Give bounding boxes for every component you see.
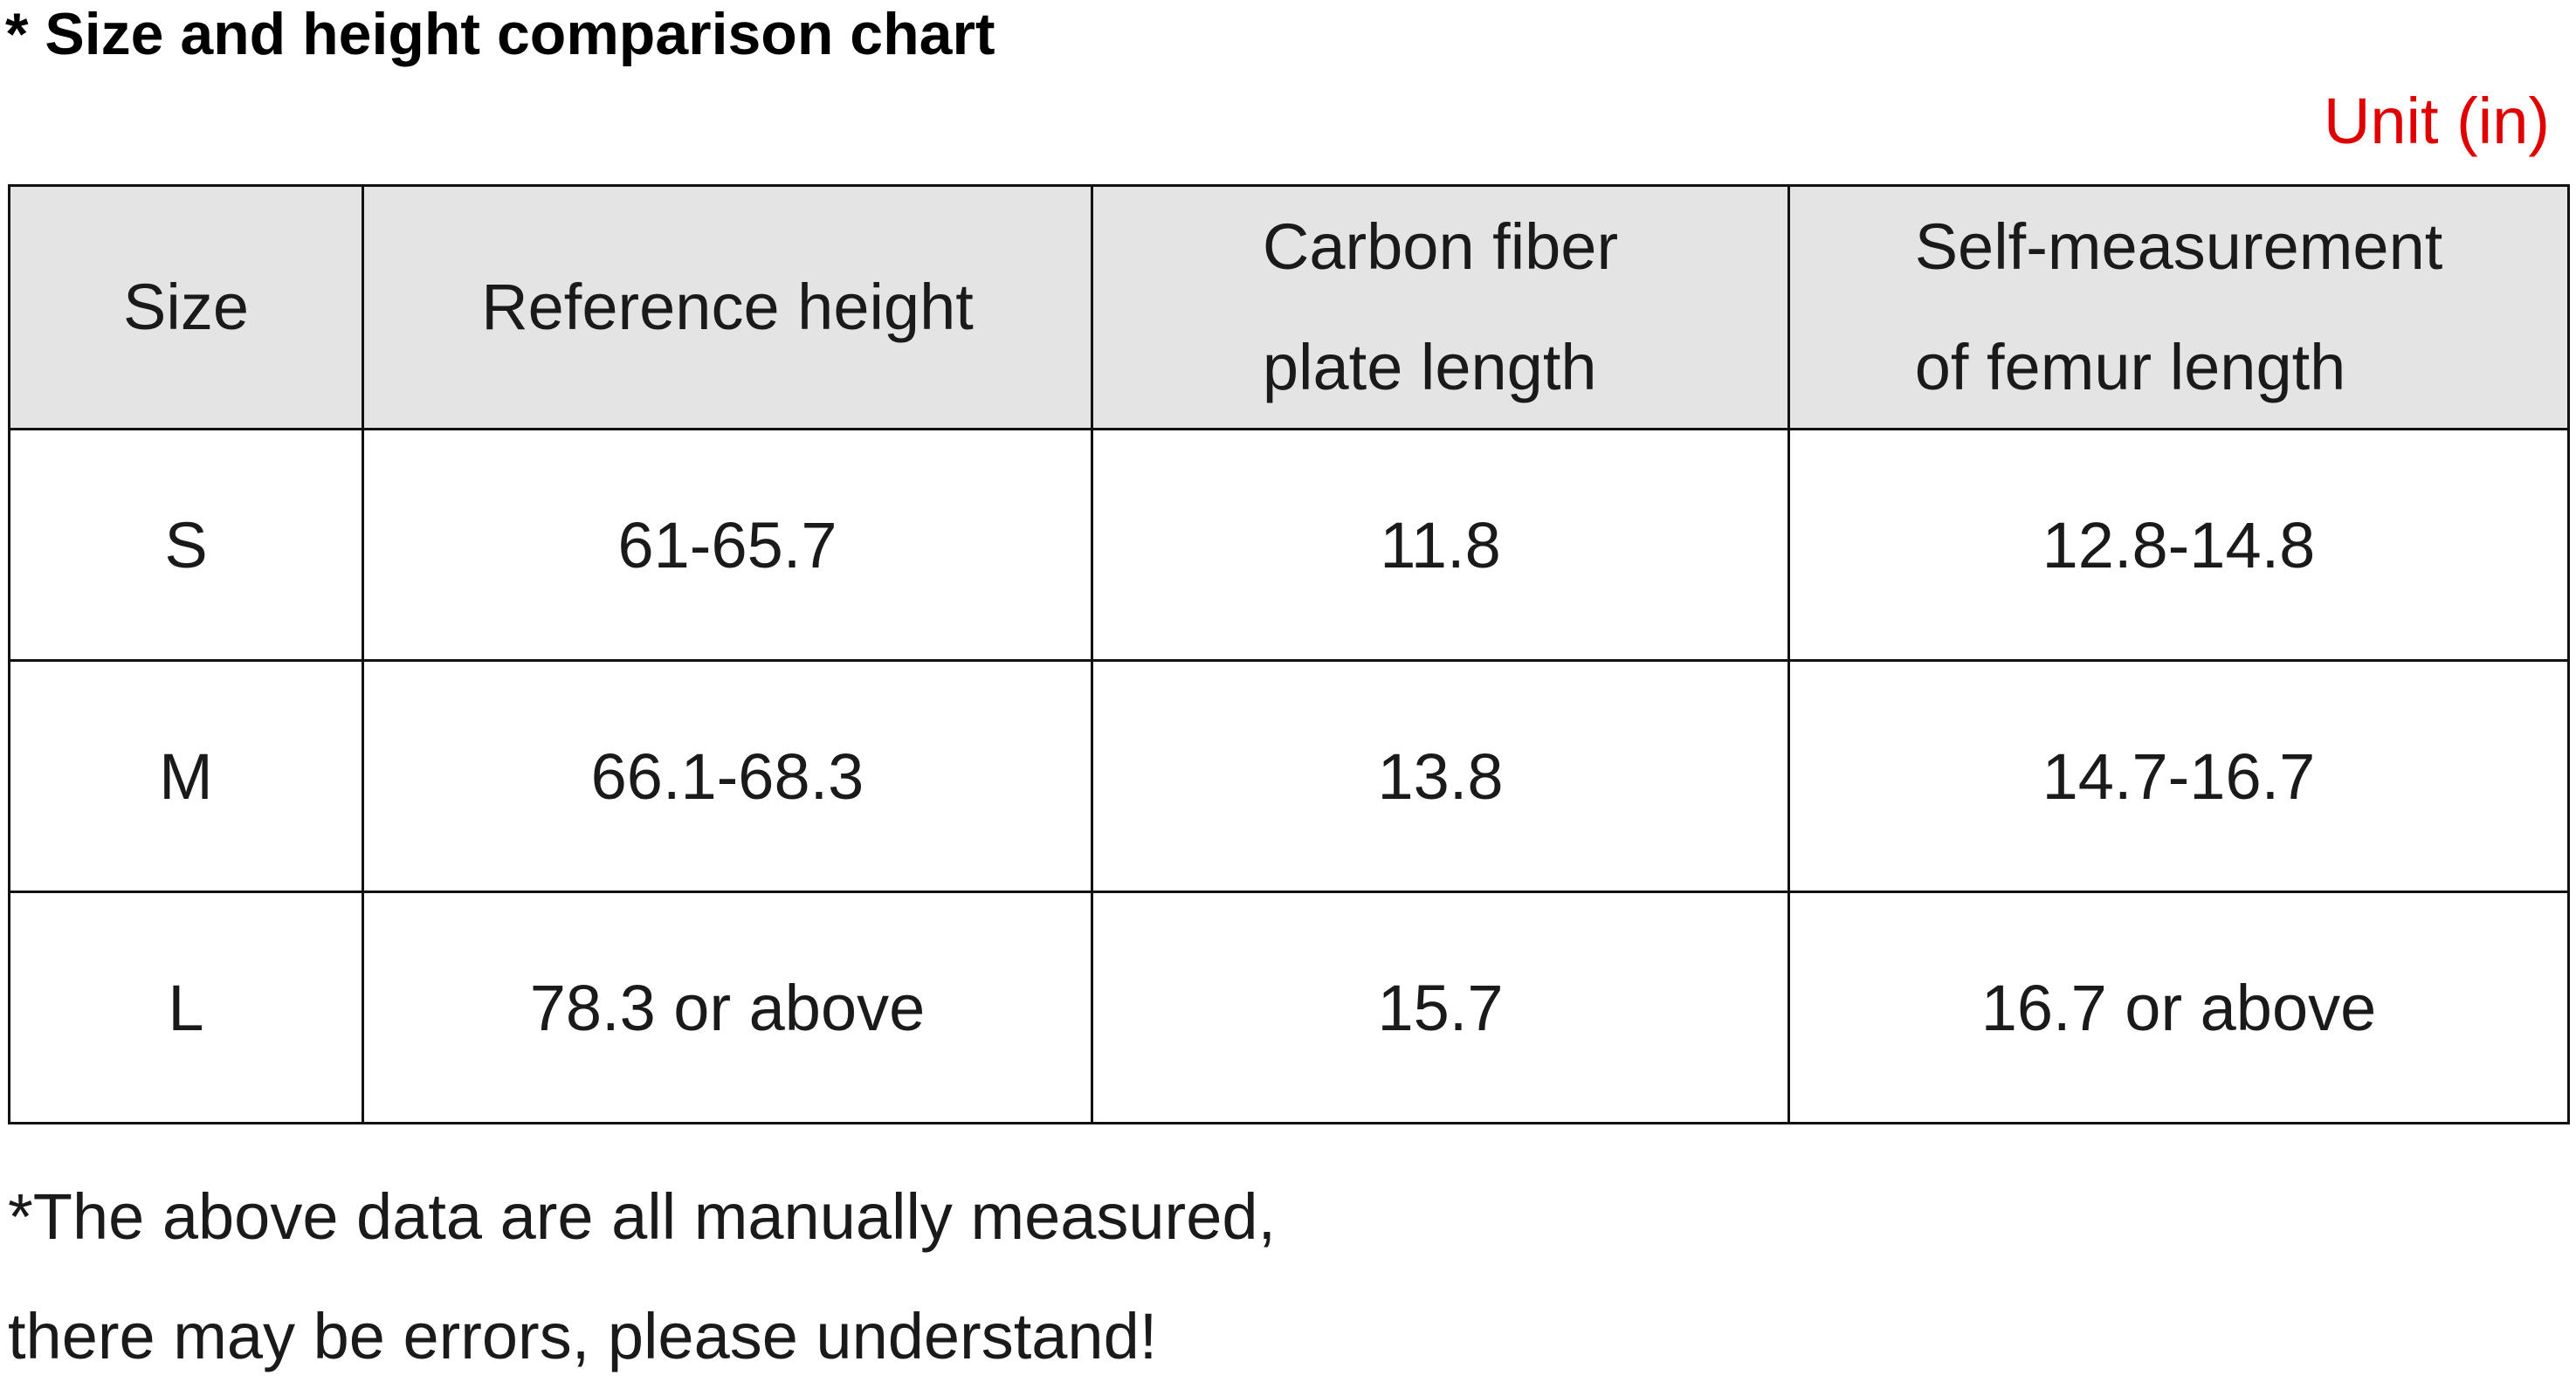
header-cell: Self-measurement of femur length bbox=[1787, 184, 2570, 430]
table-cell: 13.8 bbox=[1091, 659, 1790, 893]
table-cell: 11.8 bbox=[1091, 428, 1790, 662]
table-cell: 61-65.7 bbox=[362, 428, 1093, 662]
table-cell: 15.7 bbox=[1091, 891, 1790, 1124]
unit-label: Unit (in) bbox=[2323, 85, 2550, 157]
header-cell: Size bbox=[8, 184, 364, 430]
table-cell: S bbox=[8, 428, 364, 662]
table-cell: L bbox=[8, 891, 364, 1124]
table-row: M 66.1-68.3 13.8 14.7-16.7 bbox=[8, 659, 2570, 893]
table-row: L 78.3 or above 15.7 16.7 or above bbox=[8, 891, 2570, 1124]
header-text: Size bbox=[123, 271, 249, 343]
table-cell: 12.8-14.8 bbox=[1787, 428, 2570, 662]
size-table: Size Reference height Carbon fiber plate l… bbox=[8, 184, 2570, 1124]
footnote: *The above data are all manually measure… bbox=[8, 1157, 1276, 1396]
header-cell: Reference height bbox=[362, 184, 1093, 430]
table-cell: 16.7 or above bbox=[1787, 891, 2570, 1124]
header-text: Self-measurement of femur length bbox=[1914, 210, 2443, 403]
table-cell: 78.3 or above bbox=[362, 891, 1093, 1124]
title: * Size and height comparison chart bbox=[5, 1, 995, 67]
header-row: Size Reference height Carbon fiber plate l… bbox=[8, 184, 2570, 430]
header-cell: Carbon fiber plate length bbox=[1091, 184, 1790, 430]
table-cell: M bbox=[8, 659, 364, 893]
header-text: Reference height bbox=[481, 271, 974, 343]
table-body: S 61-65.7 11.8 12.8-14.8 M 66.1-68.3 13.8 14.7-… bbox=[8, 428, 2570, 1124]
header-text: Carbon fiber plate length bbox=[1262, 210, 1619, 403]
table-cell: 14.7-16.7 bbox=[1787, 659, 2570, 893]
table-cell: 66.1-68.3 bbox=[362, 659, 1093, 893]
footnote-line: *The above data are all manually measure… bbox=[8, 1180, 1277, 1253]
table-row: S 61-65.7 11.8 12.8-14.8 bbox=[8, 428, 2570, 662]
footnote-line: there may be errors, please understand! bbox=[8, 1300, 1158, 1372]
